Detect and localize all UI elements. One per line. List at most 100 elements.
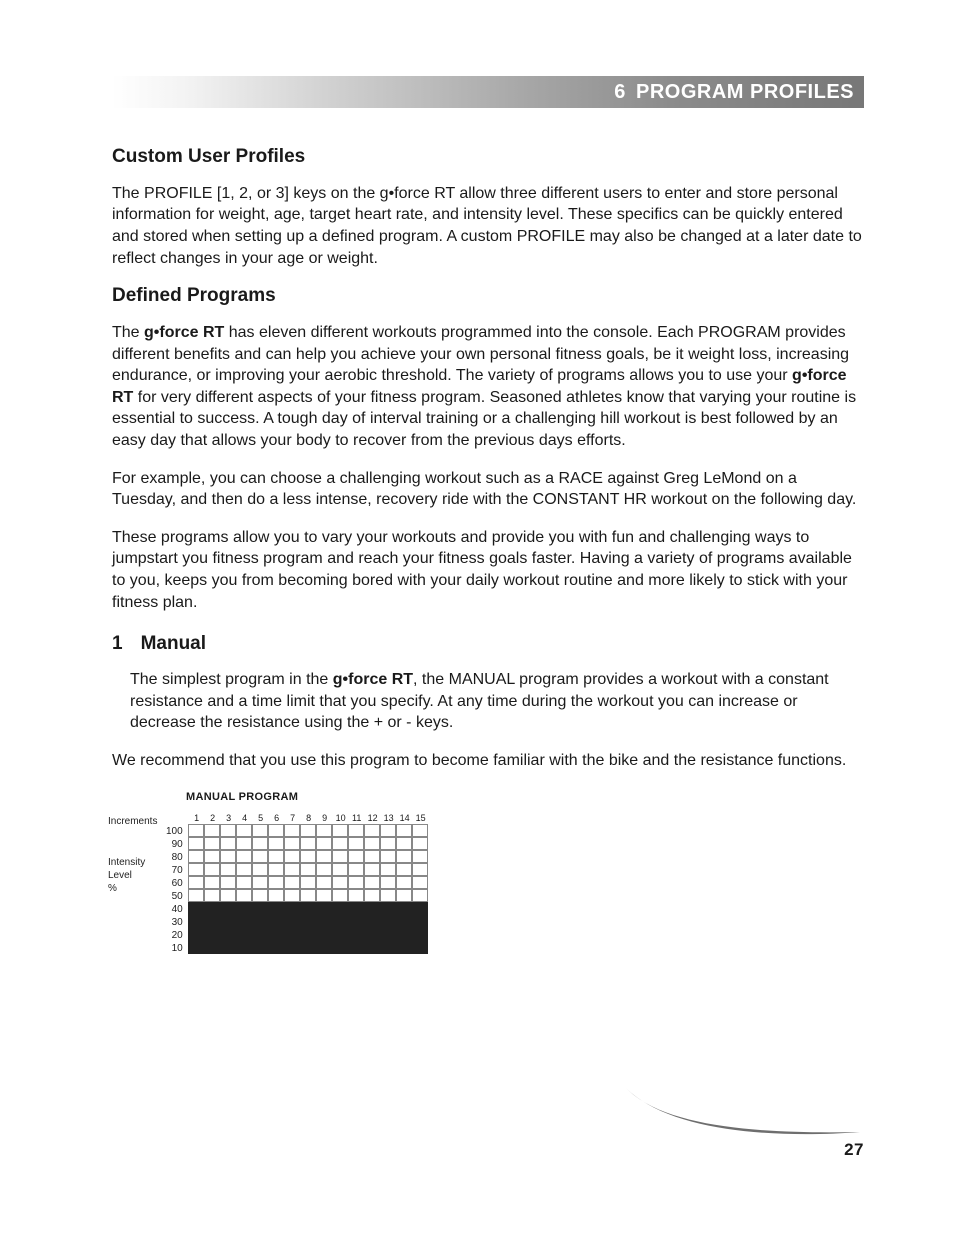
page-number: 27 [844, 1140, 864, 1160]
chart-cell [332, 928, 348, 941]
column-header: 7 [285, 813, 301, 823]
chart-cell [300, 863, 316, 876]
chart-cell [268, 876, 284, 889]
text-span: for very different aspects of your fitne… [112, 389, 856, 449]
chart-cell [268, 863, 284, 876]
x-axis-label: Increments [108, 815, 166, 828]
chart-cell [380, 902, 396, 915]
chart-cell [220, 824, 236, 837]
para-defined-3: These programs allow you to vary your wo… [112, 527, 864, 613]
chart-cell [348, 837, 364, 850]
chart-cell [348, 902, 364, 915]
chart-cell [380, 928, 396, 941]
page-content: Custom User Profiles The PROFILE [1, 2, … [112, 146, 864, 957]
chart-cell [204, 902, 220, 915]
chart-cell [236, 915, 252, 928]
column-header: 14 [397, 813, 413, 823]
chart-cell [332, 824, 348, 837]
para-manual-1: The simplest program in the g•force RT, … [130, 669, 864, 734]
chart-cell [332, 837, 348, 850]
chart-cell [348, 850, 364, 863]
column-header: 1 [189, 813, 205, 823]
chart-cell [348, 941, 364, 954]
chart-cell [332, 876, 348, 889]
chart-cell [268, 902, 284, 915]
chart-cell [396, 837, 412, 850]
chart-cell [204, 824, 220, 837]
chart-cell [348, 824, 364, 837]
chart-cell [252, 889, 268, 902]
chart-cell [236, 889, 252, 902]
chart-cell [268, 889, 284, 902]
y-axis-label-line: % [108, 882, 166, 895]
chart-cell [332, 902, 348, 915]
chart-cell [220, 928, 236, 941]
chart-cell [236, 863, 252, 876]
chart-cell [188, 941, 204, 954]
chart-cell [188, 850, 204, 863]
footer-swoosh-icon [624, 1084, 864, 1140]
chart-cell [316, 902, 332, 915]
chart-cell [396, 915, 412, 928]
chart-cell [412, 824, 428, 837]
chart-cell [300, 889, 316, 902]
chart-cell [236, 928, 252, 941]
chart-cell [252, 824, 268, 837]
chart-cell [348, 915, 364, 928]
chart-cell [316, 837, 332, 850]
chart-cell [284, 928, 300, 941]
chart-cell [316, 928, 332, 941]
chart-cell [300, 928, 316, 941]
chart-cell [252, 876, 268, 889]
para-custom-profiles: The PROFILE [1, 2, or 3] keys on the g•f… [112, 183, 864, 269]
chart-cell [316, 863, 332, 876]
chart-cell [332, 915, 348, 928]
column-header: 13 [381, 813, 397, 823]
chart-cell [380, 915, 396, 928]
column-header: 6 [269, 813, 285, 823]
chart-cell [284, 863, 300, 876]
chart-grid [189, 825, 429, 955]
chart-cell [364, 902, 380, 915]
column-header: 3 [221, 813, 237, 823]
chart-cell [396, 876, 412, 889]
para-manual-2: We recommend that you use this program t… [112, 750, 864, 772]
chart-cell [188, 824, 204, 837]
chart-cell [220, 876, 236, 889]
chart-cell [300, 837, 316, 850]
chart-cell [188, 928, 204, 941]
chapter-header-band: 6 PROGRAM PROFILES [112, 76, 864, 108]
chart-cell [300, 850, 316, 863]
chart-cell [380, 876, 396, 889]
chart-cell [188, 902, 204, 915]
chart-cell [236, 941, 252, 954]
para-defined-1: The g•force RT has eleven different work… [112, 322, 864, 452]
chart-cell [348, 889, 364, 902]
chart-cell [204, 941, 220, 954]
chapter-title: 6 PROGRAM PROFILES [614, 81, 854, 104]
chart-cell [300, 941, 316, 954]
chart-cell [220, 902, 236, 915]
chart-cell [300, 902, 316, 915]
y-axis-label-line: Intensity [108, 856, 166, 869]
chart-cell [364, 850, 380, 863]
manual-program-chart: MANUAL PROGRAM Increments Intensity Leve… [108, 791, 864, 957]
chart-cell [236, 824, 252, 837]
chart-cell [300, 824, 316, 837]
chart-cell [396, 889, 412, 902]
chart-cell [396, 863, 412, 876]
chart-cell [252, 928, 268, 941]
column-header: 2 [205, 813, 221, 823]
program-name: Manual [141, 633, 206, 655]
chart-cell [364, 941, 380, 954]
chart-cell [284, 941, 300, 954]
chart-cell [220, 941, 236, 954]
y-tick: 10 [172, 944, 183, 957]
chart-cell [396, 902, 412, 915]
chart-cell [204, 889, 220, 902]
program-number: 1 [112, 633, 123, 655]
chart-cell [188, 876, 204, 889]
chart-cell [252, 902, 268, 915]
chapter-title-text: PROGRAM PROFILES [636, 81, 854, 103]
text-span: The simplest program in the [130, 671, 333, 688]
